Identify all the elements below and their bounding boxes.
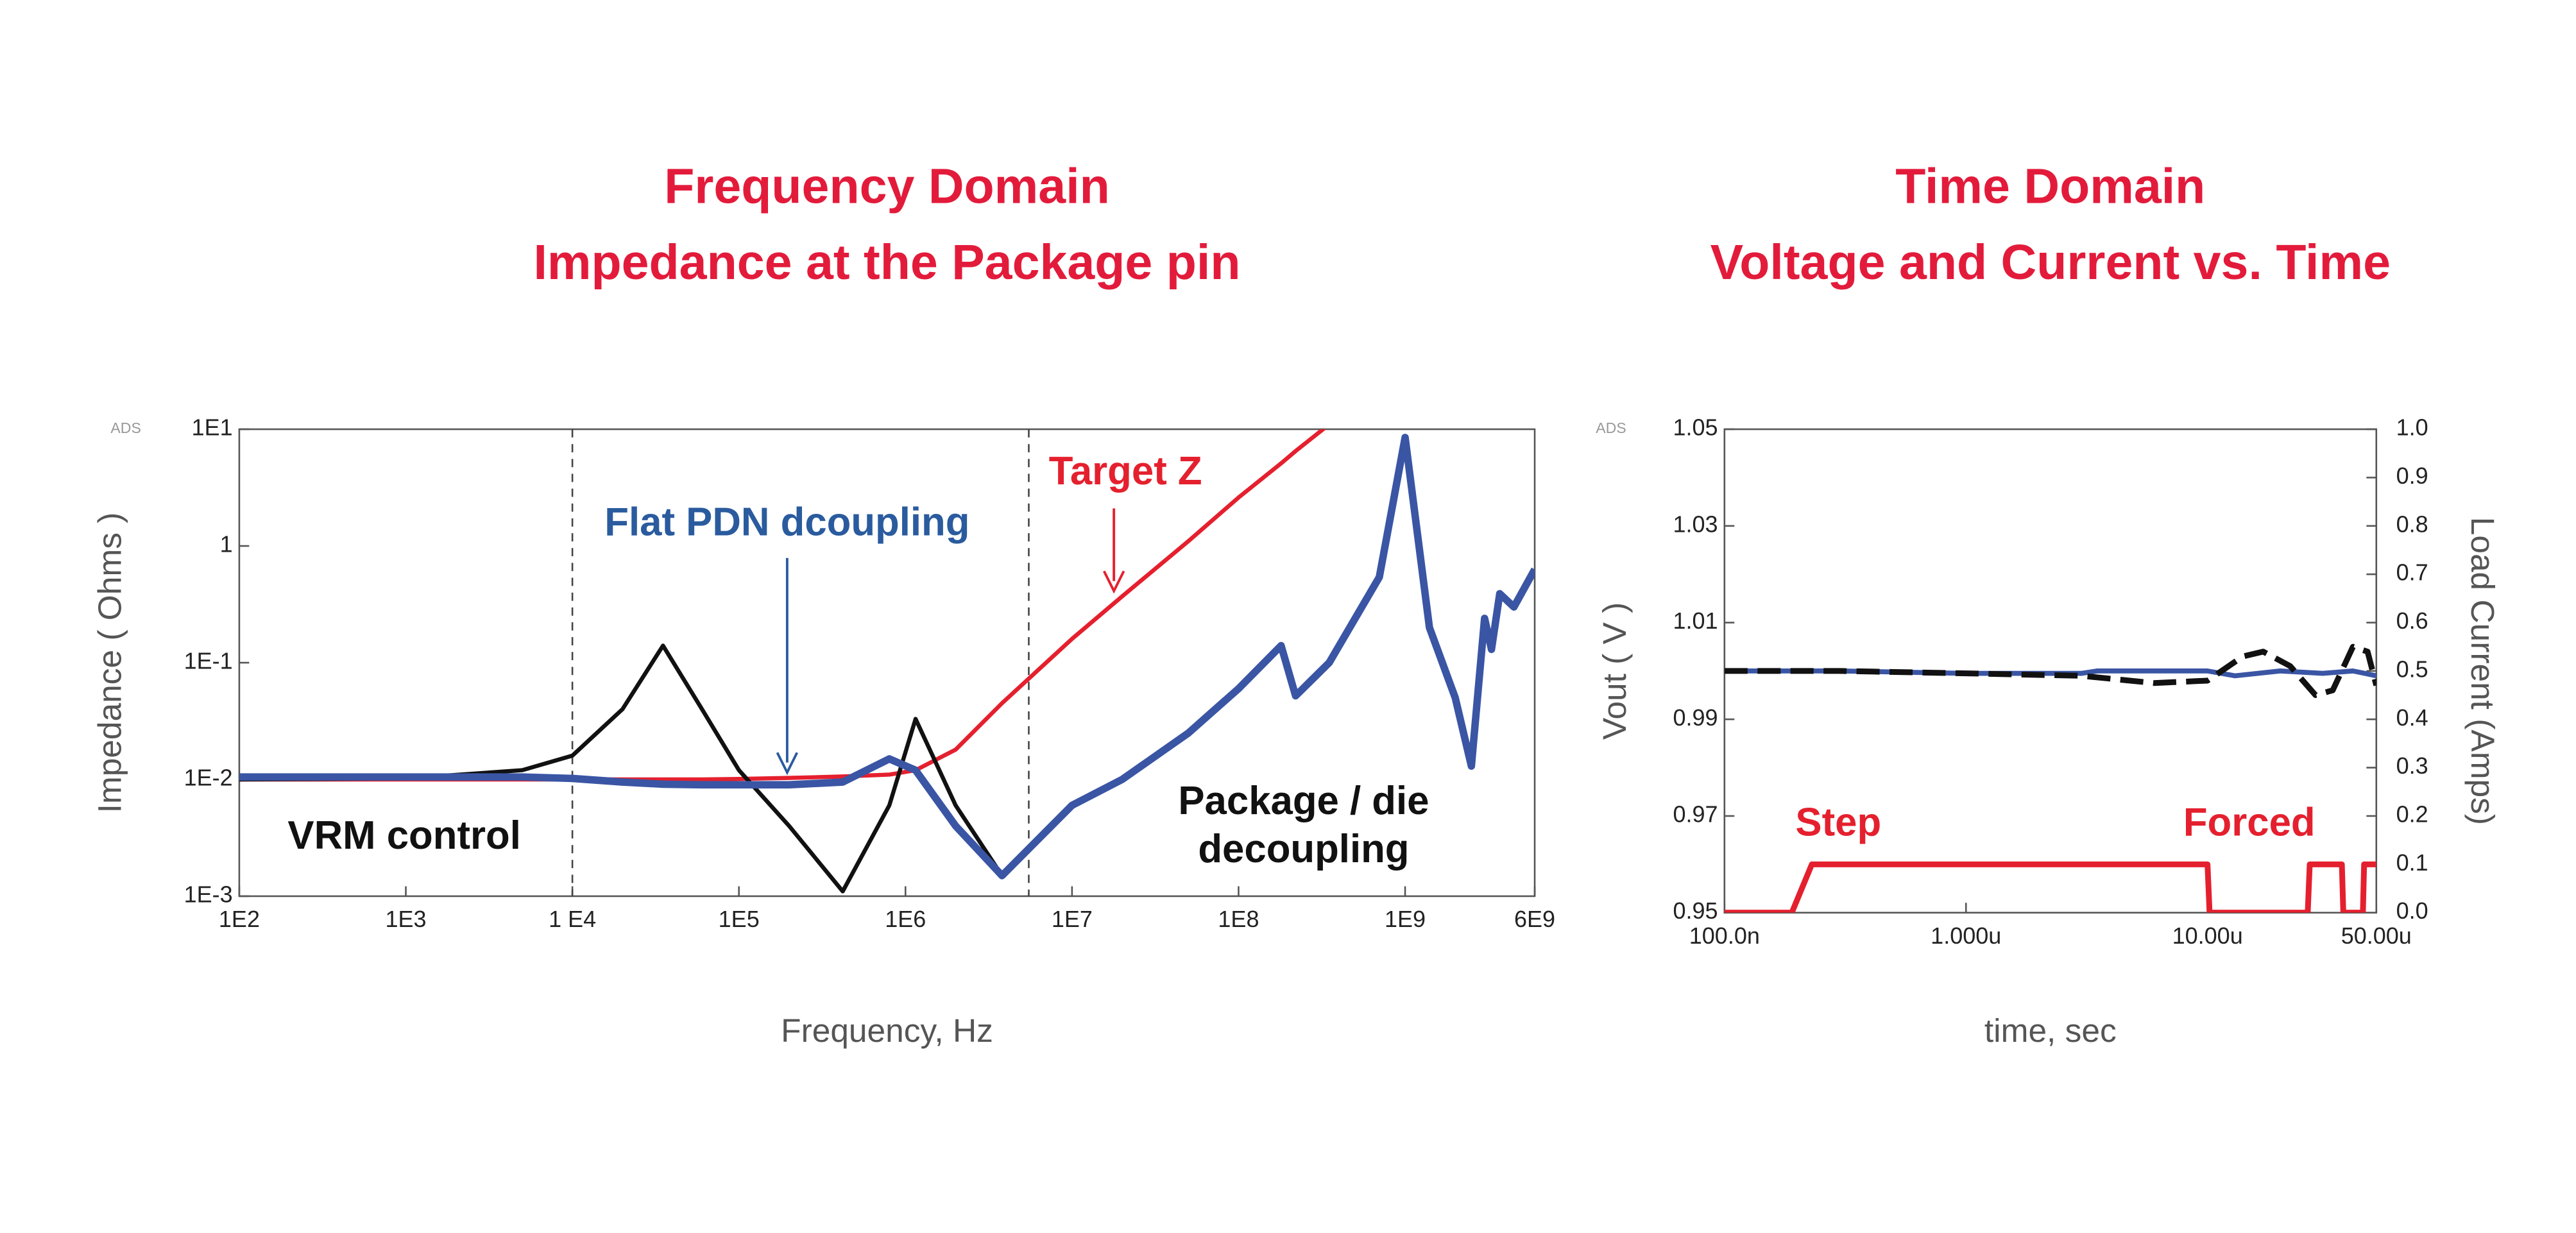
series-line [239, 434, 1535, 880]
annotation: Flat PDN dcoupling [604, 500, 969, 545]
y-tick-label: 1E-2 [184, 765, 233, 791]
x-tick-label: 1E5 [719, 906, 760, 932]
annotation: Target Z [1049, 449, 1202, 493]
annotation-arrows [776, 508, 1125, 776]
watermark: ADS [1596, 420, 1626, 436]
y-tick-label: 1.05 [1673, 414, 1718, 441]
y-tick-label: 1E1 [192, 414, 233, 441]
x-axis-label: time, sec [1984, 1012, 2117, 1049]
y2-tick-label: 0.9 [2396, 463, 2428, 489]
y2-tick-label: 0.5 [2396, 656, 2428, 682]
chart-title: Impedance at the Package pin [533, 235, 1240, 290]
x-tick-label: 1E6 [885, 906, 926, 932]
y-tick-label: 0.97 [1673, 801, 1718, 827]
chart-title: Time Domain [1895, 158, 2205, 214]
y2-axis-label: Load Current (Amps) [2464, 517, 2502, 825]
chart-title: Frequency Domain [664, 158, 1110, 214]
y-tick-label: 1 [220, 531, 233, 557]
y2-tick-label: 0.0 [2396, 897, 2428, 924]
y-tick-label: 1.03 [1673, 511, 1718, 537]
y2-tick-label: 0.7 [2396, 559, 2428, 586]
x-tick-label: 6E9 [1514, 906, 1555, 932]
y-tick-label: 1E-1 [184, 648, 233, 674]
y2-tick-label: 0.2 [2396, 801, 2428, 827]
y2-tick-label: 0.3 [2396, 753, 2428, 779]
annotation: decoupling [1198, 827, 1409, 871]
y2-tick-label: 1.0 [2396, 414, 2428, 441]
y2-tick-label: 0.8 [2396, 511, 2428, 537]
x-tick-label: 50.00u [2341, 923, 2412, 949]
x-tick-label: 1E3 [386, 906, 427, 932]
annotation: Package / die [1178, 779, 1429, 823]
series-line [1724, 861, 2376, 913]
arrow-head [1102, 570, 1125, 594]
y2-tick-label: 0.4 [2396, 704, 2428, 731]
series-line [239, 643, 1004, 894]
x-tick-label: 100.0n [1689, 923, 1760, 949]
x-tick-label: 1E7 [1052, 906, 1093, 932]
y2-tick-label: 0.6 [2396, 608, 2428, 634]
y-tick-label: 1E-3 [184, 881, 233, 907]
annotation: Step [1795, 801, 1881, 845]
watermark: ADS [110, 420, 141, 436]
annotation: VRM control [287, 813, 520, 858]
annotation: Forced [2183, 801, 2316, 845]
y-axis-label: Vout ( V ) [1596, 602, 1633, 740]
x-tick-label: 1E2 [219, 906, 260, 932]
x-tick-label: 1E9 [1385, 906, 1426, 932]
x-tick-label: 1.000u [1931, 923, 2001, 949]
y2-tick-label: 0.1 [2396, 849, 2428, 876]
series-line [1724, 643, 2376, 699]
y-tick-label: 0.99 [1673, 704, 1718, 731]
x-tick-label: 10.00u [2172, 923, 2243, 949]
x-tick-label: 1E8 [1218, 906, 1259, 932]
y-axis-label: Impedance ( Ohms ) [90, 513, 128, 813]
y-tick-label: 0.95 [1673, 897, 1718, 924]
arrow-head [776, 752, 799, 776]
y-tick-label: 1.01 [1673, 608, 1718, 634]
chart-title: Voltage and Current vs. Time [1710, 235, 2391, 290]
x-axis-label: Frequency, Hz [781, 1012, 993, 1049]
x-tick-label: 1 E4 [549, 906, 596, 932]
